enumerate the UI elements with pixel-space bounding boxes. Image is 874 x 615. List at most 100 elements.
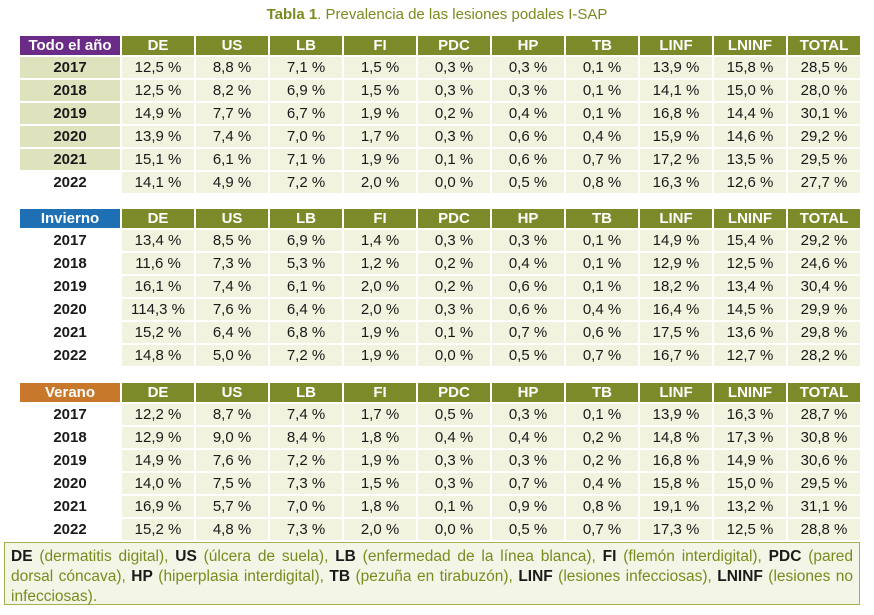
cell-lninf: 16,3 % [714, 404, 786, 425]
cell-us: 7,4 % [196, 126, 268, 147]
cell-tb: 0,1 % [566, 404, 638, 425]
cell-pdc: 0,2 % [418, 253, 490, 274]
table-row: 2022 15,2 % 4,8 % 7,3 % 2,0 % 0,0 % 0,5 % 0,7 %… [20, 519, 860, 540]
row-year: 2019 [20, 103, 120, 124]
row-year: 2020 [20, 473, 120, 494]
cell-pdc: 0,3 % [418, 473, 490, 494]
cell-lninf: 12,5 % [714, 253, 786, 274]
row-year: 2017 [20, 404, 120, 425]
cell-pdc: 0,4 % [418, 427, 490, 448]
cell-lb: 7,3 % [270, 473, 342, 494]
column-header-de: DE [122, 209, 194, 228]
table-row: 2019 14,9 % 7,7 % 6,7 % 1,9 % 0,2 % 0,4 % 0,1 %… [20, 103, 860, 124]
cell-pdc: 0,3 % [418, 230, 490, 251]
table-title-text: . Prevalencia de las lesiones podales I-… [317, 6, 608, 23]
column-header-us: US [196, 209, 268, 228]
cell-hp: 0,3 % [492, 57, 564, 78]
cell-lninf: 15,8 % [714, 57, 786, 78]
cell-lninf: 15,0 % [714, 473, 786, 494]
table-row: 2021 16,9 % 5,7 % 7,0 % 1,8 % 0,1 % 0,9 % 0,8 %… [20, 496, 860, 517]
cell-linf: 17,3 % [640, 519, 712, 540]
cell-de: 15,1 % [122, 149, 194, 170]
cell-fi: 1,8 % [344, 427, 416, 448]
row-year: 2022 [20, 519, 120, 540]
cell-total: 28,5 % [788, 57, 860, 78]
cell-hp: 0,6 % [492, 149, 564, 170]
legend-abbr: US [175, 548, 197, 565]
table-row: 2017 12,2 % 8,7 % 7,4 % 1,7 % 0,5 % 0,3 % 0,1 %… [20, 404, 860, 425]
column-header-us: US [196, 383, 268, 402]
cell-lb: 6,4 % [270, 299, 342, 320]
header-row: Todo el año DE US LB FI PDC HP TB LINF LNINF TOTAL [20, 36, 860, 55]
column-header-total: TOTAL [788, 36, 860, 55]
cell-de: 13,9 % [122, 126, 194, 147]
legend-abbr: LINF [518, 568, 553, 585]
cell-pdc: 0,2 % [418, 276, 490, 297]
cell-hp: 0,3 % [492, 80, 564, 101]
cell-us: 6,4 % [196, 322, 268, 343]
section-label: Verano [20, 383, 120, 402]
cell-total: 31,1 % [788, 496, 860, 517]
cell-hp: 0,6 % [492, 299, 564, 320]
cell-de: 14,9 % [122, 103, 194, 124]
cell-lb: 7,3 % [270, 519, 342, 540]
cell-hp: 0,3 % [492, 404, 564, 425]
cell-hp: 0,3 % [492, 450, 564, 471]
row-year: 2022 [20, 345, 120, 366]
cell-tb: 0,1 % [566, 57, 638, 78]
column-header-lb: LB [270, 209, 342, 228]
legend-desc: (hiperplasia interdigital), [152, 568, 330, 585]
table-title-prefix: Tabla 1 [266, 6, 318, 23]
table-invierno: Invierno DE US LB FI PDC HP TB LINF LNINF TOTAL 201… [18, 207, 862, 368]
cell-us: 4,8 % [196, 519, 268, 540]
cell-tb: 0,6 % [566, 322, 638, 343]
cell-de: 14,0 % [122, 473, 194, 494]
cell-fi: 1,2 % [344, 253, 416, 274]
cell-us: 7,5 % [196, 473, 268, 494]
cell-fi: 1,9 % [344, 322, 416, 343]
cell-hp: 0,6 % [492, 126, 564, 147]
cell-us: 6,1 % [196, 149, 268, 170]
cell-fi: 2,0 % [344, 276, 416, 297]
row-year: 2019 [20, 450, 120, 471]
row-year: 2018 [20, 253, 120, 274]
row-year: 2021 [20, 322, 120, 343]
cell-linf: 16,8 % [640, 450, 712, 471]
cell-de: 15,2 % [122, 322, 194, 343]
legend-abbr: DE [11, 548, 33, 565]
row-year: 2022 [20, 172, 120, 193]
cell-tb: 0,2 % [566, 427, 638, 448]
cell-linf: 14,1 % [640, 80, 712, 101]
cell-total: 24,6 % [788, 253, 860, 274]
column-header-hp: HP [492, 36, 564, 55]
cell-de: 12,2 % [122, 404, 194, 425]
cell-fi: 1,9 % [344, 149, 416, 170]
cell-linf: 14,9 % [640, 230, 712, 251]
cell-de: 15,2 % [122, 519, 194, 540]
table-row: 2019 16,1 % 7,4 % 6,1 % 2,0 % 0,2 % 0,6 % 0,1 %… [20, 276, 860, 297]
cell-tb: 0,1 % [566, 230, 638, 251]
cell-linf: 13,9 % [640, 57, 712, 78]
cell-pdc: 0,0 % [418, 519, 490, 540]
cell-pdc: 0,3 % [418, 299, 490, 320]
column-header-total: TOTAL [788, 209, 860, 228]
cell-linf: 16,7 % [640, 345, 712, 366]
cell-lninf: 14,4 % [714, 103, 786, 124]
cell-total: 30,6 % [788, 450, 860, 471]
cell-de: 16,9 % [122, 496, 194, 517]
cell-hp: 0,7 % [492, 473, 564, 494]
cell-lninf: 13,4 % [714, 276, 786, 297]
row-year: 2017 [20, 57, 120, 78]
cell-us: 8,5 % [196, 230, 268, 251]
cell-tb: 0,8 % [566, 496, 638, 517]
legend-abbr: TB [329, 568, 351, 585]
cell-total: 27,7 % [788, 172, 860, 193]
cell-pdc: 0,3 % [418, 80, 490, 101]
column-header-lb: LB [270, 36, 342, 55]
cell-pdc: 0,0 % [418, 345, 490, 366]
cell-de: 11,6 % [122, 253, 194, 274]
table-row: 2020 14,0 % 7,5 % 7,3 % 1,5 % 0,3 % 0,7 % 0,4 %… [20, 473, 860, 494]
cell-lb: 7,1 % [270, 57, 342, 78]
cell-fi: 1,4 % [344, 230, 416, 251]
